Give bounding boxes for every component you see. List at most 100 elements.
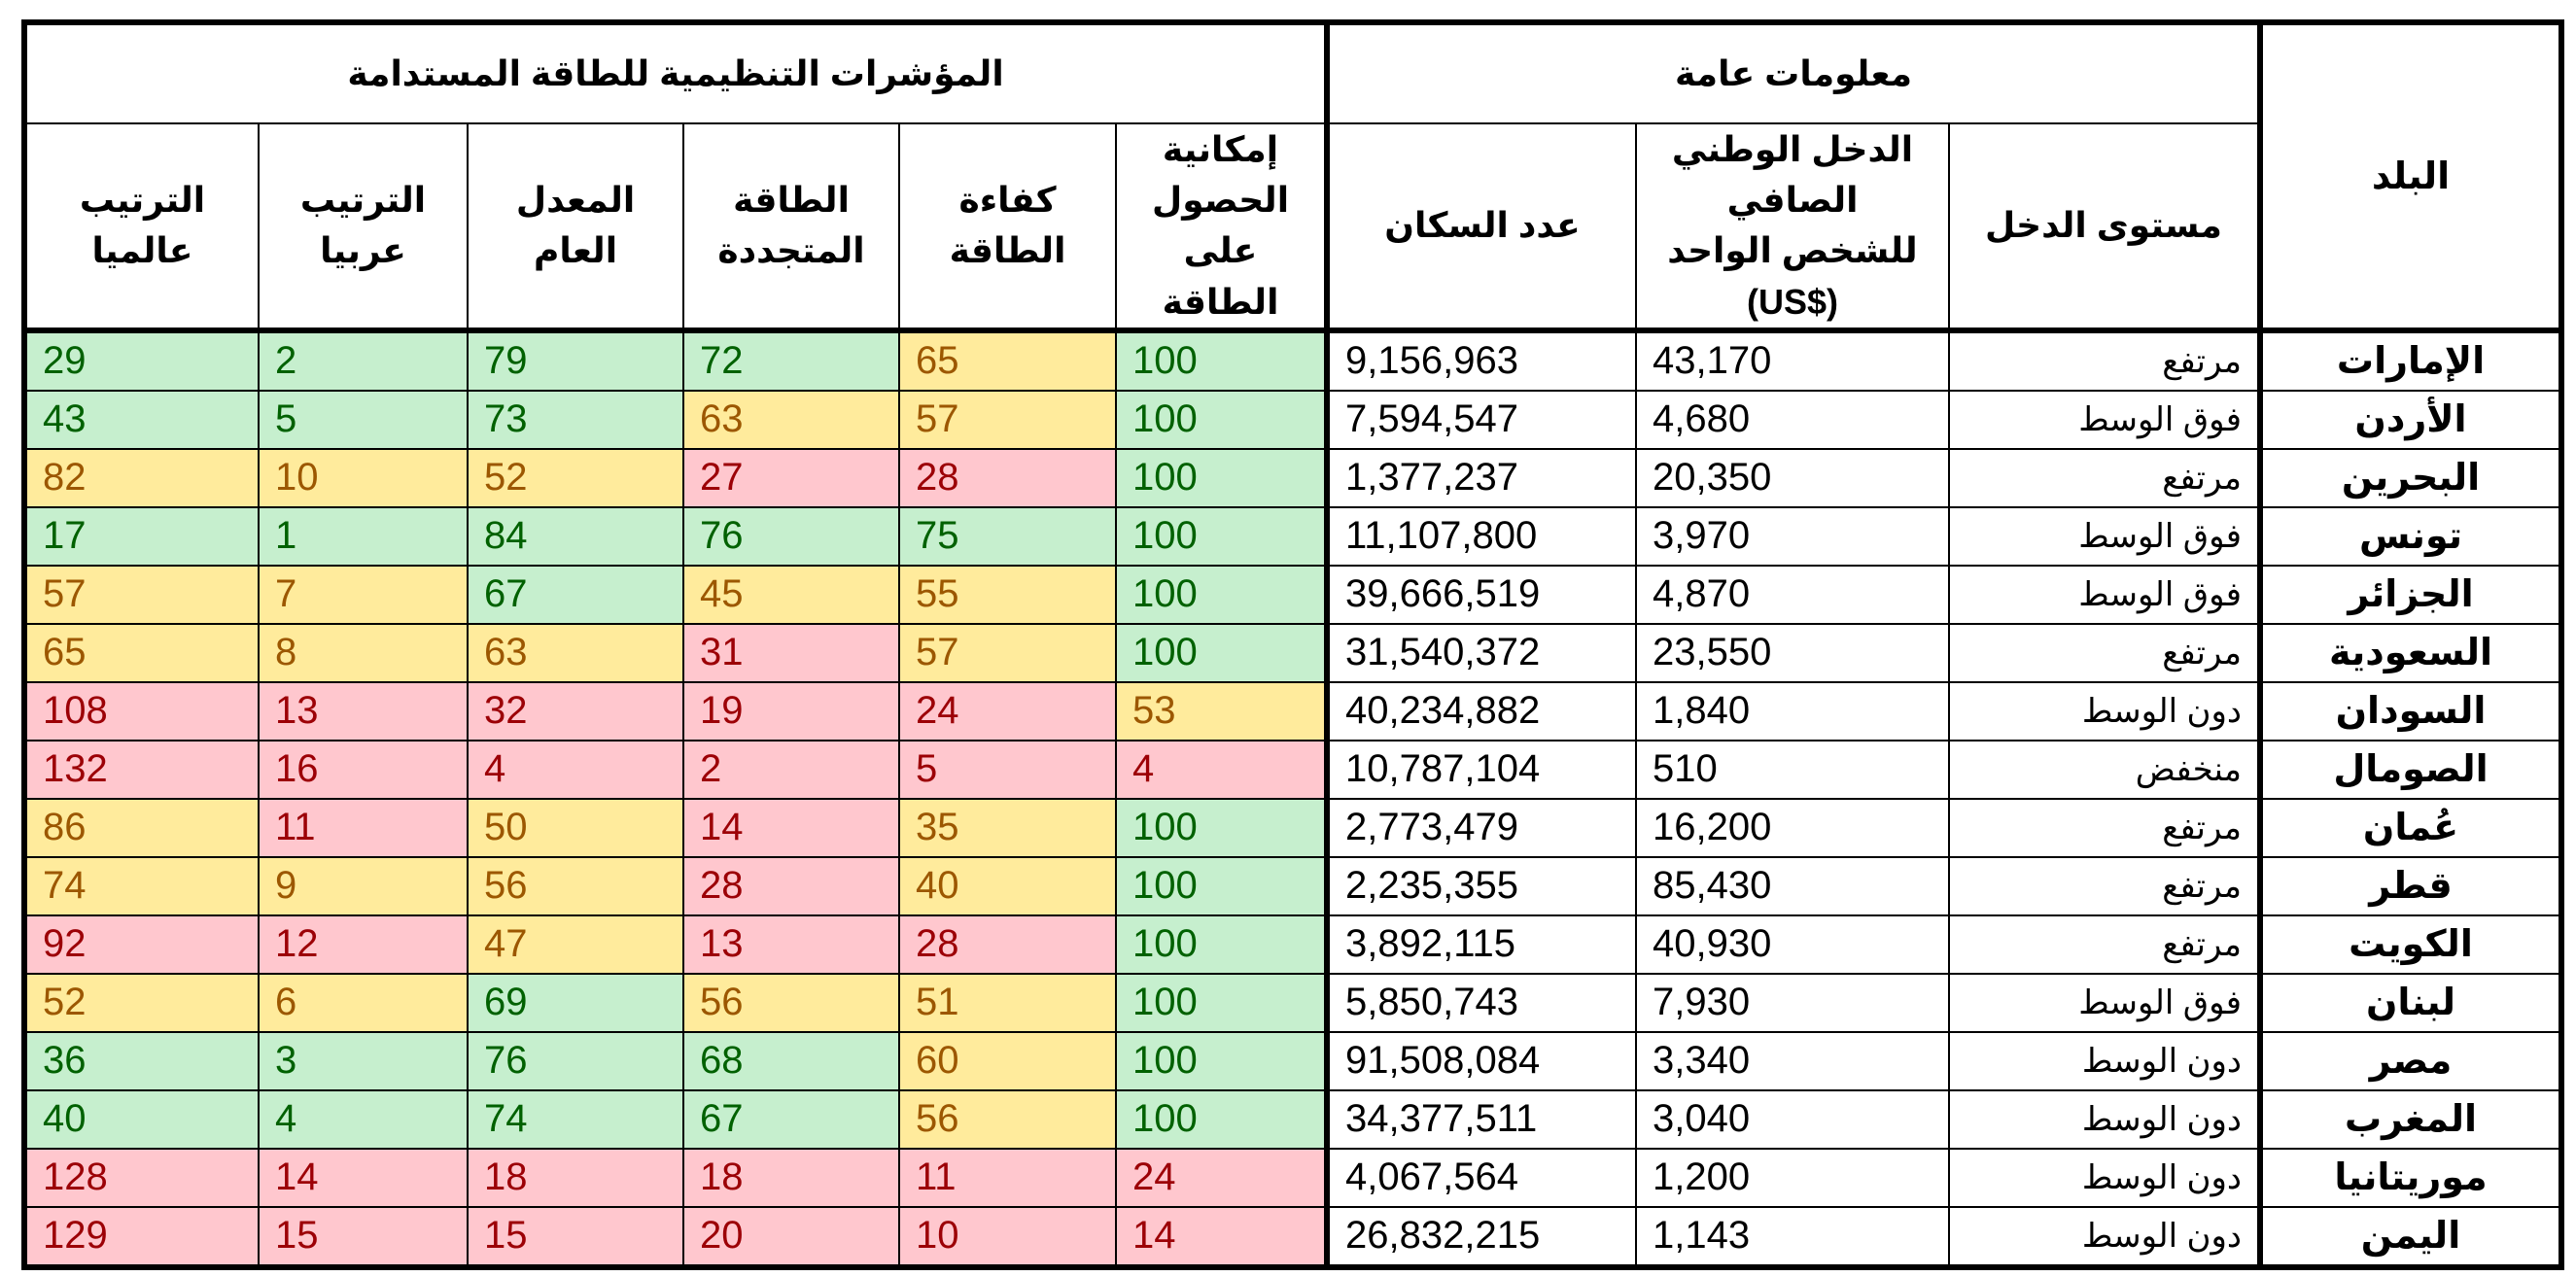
cell-arab-rank: 13 <box>258 680 469 741</box>
header-access-line3: على الطاقة <box>1162 230 1279 322</box>
cell-income-level: منخفض <box>1948 739 2261 800</box>
cell-world-rank: 43 <box>21 389 260 450</box>
cell-arab-rank: 5 <box>258 389 469 450</box>
cell-gni: 20,350 <box>1635 447 1950 508</box>
cell-population: 7,594,547 <box>1324 389 1637 450</box>
cell-energy-efficiency: 75 <box>898 505 1117 567</box>
cell-income-level: فوق الوسط <box>1948 389 2261 450</box>
cell-country: قطر <box>2257 855 2564 916</box>
cell-income-level: فوق الوسط <box>1948 564 2261 625</box>
table-row: تونس فوق الوسط 3,970 11,107,800 100 75 76 84 1 17 <box>21 505 2564 567</box>
table-row: قطر مرتفع 85,430 2,235,355 100 40 28 56 9 74 <box>21 855 2564 916</box>
cell-world-rank: 92 <box>21 914 260 975</box>
cell-income-level: دون الوسط <box>1948 680 2261 741</box>
cell-gni: 85,430 <box>1635 855 1950 916</box>
cell-income-level: مرتفع <box>1948 797 2261 858</box>
cell-arab-rank: 9 <box>258 855 469 916</box>
cell-world-rank: 129 <box>21 1205 260 1270</box>
cell-energy-access: 24 <box>1115 1147 1328 1208</box>
table-row: السعودية مرتفع 23,550 31,540,372 100 57 31 63 8 6… <box>21 622 2564 683</box>
cell-country: الأردن <box>2257 389 2564 450</box>
cell-population: 34,377,511 <box>1324 1088 1637 1150</box>
sustainable-energy-table: البلد معلومات عامة المؤشرات التنظيمية لل… <box>21 19 2564 1270</box>
cell-overall-score: 32 <box>467 680 684 741</box>
header-energy-efficiency: كفاءة الطاقة <box>898 122 1117 333</box>
cell-renewable-energy: 28 <box>682 855 900 916</box>
header-population: عدد السكان <box>1324 122 1637 333</box>
cell-energy-access: 14 <box>1115 1205 1328 1270</box>
cell-gni: 1,200 <box>1635 1147 1950 1208</box>
table-row: لبنان فوق الوسط 7,930 5,850,743 100 51 56 69 6 52 <box>21 972 2564 1033</box>
cell-renewable-energy: 56 <box>682 972 900 1033</box>
cell-population: 3,892,115 <box>1324 914 1637 975</box>
cell-world-rank: 128 <box>21 1147 260 1208</box>
cell-population: 2,773,479 <box>1324 797 1637 858</box>
cell-income-level: دون الوسط <box>1948 1088 2261 1150</box>
header-regulatory-indicators: المؤشرات التنظيمية للطاقة المستدامة <box>21 19 1328 124</box>
header-world-rank-line2: عالميا <box>91 230 193 271</box>
cell-gni: 40,930 <box>1635 914 1950 975</box>
cell-overall-score: 74 <box>467 1088 684 1150</box>
cell-arab-rank: 12 <box>258 914 469 975</box>
cell-income-level: مرتفع <box>1948 855 2261 916</box>
cell-energy-efficiency: 35 <box>898 797 1117 858</box>
header-gni-line2: للشخص الواحد <box>1667 230 1918 271</box>
cell-arab-rank: 3 <box>258 1030 469 1091</box>
cell-energy-efficiency: 57 <box>898 622 1117 683</box>
cell-overall-score: 4 <box>467 739 684 800</box>
cell-arab-rank: 15 <box>258 1205 469 1270</box>
table-row: السودان دون الوسط 1,840 40,234,882 53 24 19 32 1… <box>21 680 2564 741</box>
cell-energy-efficiency: 40 <box>898 855 1117 916</box>
cell-country: السودان <box>2257 680 2564 741</box>
cell-energy-access: 100 <box>1115 328 1328 392</box>
cell-income-level: دون الوسط <box>1948 1030 2261 1091</box>
cell-energy-access: 4 <box>1115 739 1328 800</box>
cell-renewable-energy: 14 <box>682 797 900 858</box>
cell-overall-score: 76 <box>467 1030 684 1091</box>
cell-arab-rank: 1 <box>258 505 469 567</box>
cell-energy-access: 100 <box>1115 622 1328 683</box>
header-gni: الدخل الوطني الصافي للشخص الواحد (US$) <box>1635 122 1950 333</box>
cell-energy-access: 100 <box>1115 797 1328 858</box>
cell-country: الكويت <box>2257 914 2564 975</box>
cell-income-level: دون الوسط <box>1948 1147 2261 1208</box>
cell-arab-rank: 2 <box>258 328 469 392</box>
cell-gni: 43,170 <box>1635 328 1950 392</box>
header-income-level: مستوى الدخل <box>1948 122 2261 333</box>
cell-renewable-energy: 2 <box>682 739 900 800</box>
cell-energy-efficiency: 28 <box>898 447 1117 508</box>
cell-overall-score: 18 <box>467 1147 684 1208</box>
cell-arab-rank: 7 <box>258 564 469 625</box>
cell-arab-rank: 6 <box>258 972 469 1033</box>
cell-population: 31,540,372 <box>1324 622 1637 683</box>
table-row: الإمارات مرتفع 43,170 9,156,963 100 65 72 79 2 29 <box>21 328 2564 392</box>
cell-country: تونس <box>2257 505 2564 567</box>
cell-energy-access: 100 <box>1115 389 1328 450</box>
cell-country: عُمان <box>2257 797 2564 858</box>
cell-renewable-energy: 68 <box>682 1030 900 1091</box>
cell-world-rank: 57 <box>21 564 260 625</box>
header-world-rank-line1: الترتيب <box>79 180 206 221</box>
cell-overall-score: 63 <box>467 622 684 683</box>
cell-arab-rank: 14 <box>258 1147 469 1208</box>
header-renewable-line2: المتجددة <box>717 230 865 271</box>
table-row: المغرب دون الوسط 3,040 34,377,511 100 56 67 74 4… <box>21 1088 2564 1150</box>
cell-country: موريتانيا <box>2257 1147 2564 1208</box>
cell-world-rank: 82 <box>21 447 260 508</box>
header-renewable-energy: الطاقة المتجددة <box>682 122 900 333</box>
cell-overall-score: 79 <box>467 328 684 392</box>
cell-population: 4,067,564 <box>1324 1147 1637 1208</box>
cell-renewable-energy: 13 <box>682 914 900 975</box>
cell-arab-rank: 11 <box>258 797 469 858</box>
cell-world-rank: 40 <box>21 1088 260 1150</box>
cell-world-rank: 108 <box>21 680 260 741</box>
cell-income-level: فوق الوسط <box>1948 505 2261 567</box>
cell-country: الصومال <box>2257 739 2564 800</box>
cell-arab-rank: 16 <box>258 739 469 800</box>
cell-country: الجزائر <box>2257 564 2564 625</box>
table-row: اليمن دون الوسط 1,143 26,832,215 14 10 20 15 15 1… <box>21 1205 2564 1270</box>
cell-income-level: مرتفع <box>1948 447 2261 508</box>
header-world-rank: الترتيب عالميا <box>21 122 260 333</box>
cell-energy-access: 100 <box>1115 914 1328 975</box>
cell-country: السعودية <box>2257 622 2564 683</box>
